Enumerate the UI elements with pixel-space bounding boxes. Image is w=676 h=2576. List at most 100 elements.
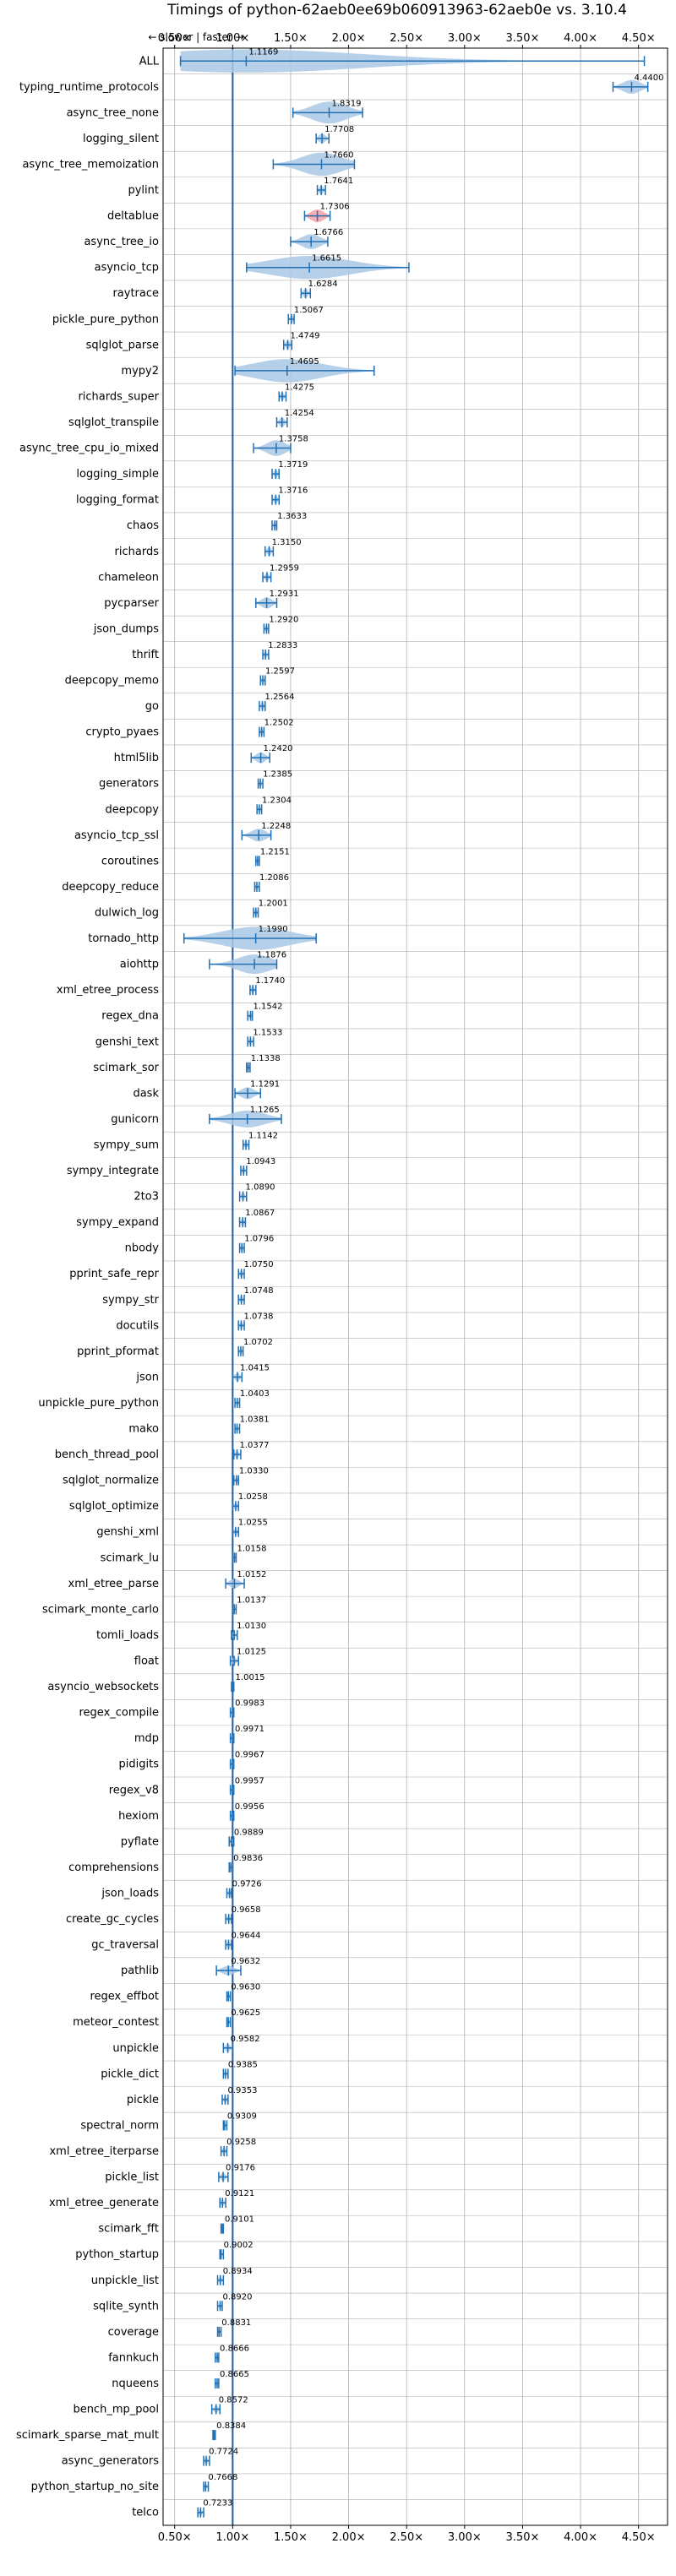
benchmark-violin: 1.3716 <box>271 486 308 505</box>
value-label: 0.9385 <box>228 2060 258 2069</box>
value-label: 1.7306 <box>320 203 350 212</box>
benchmark-violin: 0.9630 <box>226 1983 260 2002</box>
benchmark-violin: 0.8384 <box>212 2421 246 2441</box>
benchmark-violin: 0.9957 <box>229 1776 264 1796</box>
value-label: 1.1740 <box>255 976 285 986</box>
category-label: nbody <box>125 1242 160 1255</box>
x-tick-label-bottom: 2.00× <box>332 2531 366 2544</box>
value-label: 1.0130 <box>237 1622 266 1631</box>
value-label: 0.8572 <box>219 2396 248 2405</box>
benchmark-violin: 0.9836 <box>228 1854 263 1872</box>
value-label: 1.4254 <box>285 409 314 418</box>
benchmark-violin: 1.2304 <box>256 796 292 815</box>
value-label: 1.1291 <box>250 1079 280 1089</box>
benchmark-violin: 1.4749 <box>282 331 320 351</box>
benchmark-violin: 0.9967 <box>229 1751 264 1769</box>
benchmark-violin: 1.2931 <box>255 590 299 609</box>
benchmark-violin: 1.4254 <box>275 409 314 428</box>
benchmark-violin: 1.2502 <box>259 719 294 737</box>
benchmark-violin: 1.0125 <box>229 1648 266 1666</box>
value-label: 0.7233 <box>203 2499 232 2508</box>
category-label: genshi_xml <box>96 1526 159 1539</box>
value-label: 1.0015 <box>236 1673 265 1682</box>
category-label: scimark_monte_carlo <box>42 1603 159 1616</box>
category-label: sympy_integrate <box>67 1165 159 1177</box>
x-tick-label-top: 1.50× <box>274 32 308 45</box>
benchmark-violin: 1.1990 <box>183 925 317 950</box>
category-label: thrift <box>132 649 159 661</box>
category-label: json <box>135 1371 159 1383</box>
category-label: meteor_contest <box>73 2016 159 2029</box>
benchmark-violin: 0.8665 <box>215 2370 249 2389</box>
category-label: generators <box>99 778 159 791</box>
value-label: 1.2502 <box>264 719 294 728</box>
benchmark-violin: 0.9889 <box>228 1828 264 1847</box>
benchmark-violin: 0.9002 <box>219 2241 254 2260</box>
category-label: sqlite_synth <box>93 2300 159 2312</box>
benchmark-violin: 1.0943 <box>240 1157 275 1177</box>
category-label: async_tree_io <box>84 236 159 248</box>
benchmark-violin: 1.0867 <box>238 1209 275 1228</box>
benchmark-violin: 1.1338 <box>246 1054 281 1073</box>
value-label: 1.1265 <box>250 1106 280 1115</box>
value-label: 1.6615 <box>312 254 341 264</box>
value-label: 0.9101 <box>225 2215 254 2225</box>
category-label: gc_traversal <box>91 1939 159 1952</box>
value-label: 1.2920 <box>269 615 298 624</box>
benchmark-violin: 1.2920 <box>263 615 298 634</box>
benchmark-violin: 1.1142 <box>242 1131 278 1150</box>
benchmark-violin: 0.8934 <box>216 2267 253 2285</box>
category-label: spectral_norm <box>80 2119 159 2132</box>
benchmark-violin: 1.3719 <box>271 460 308 480</box>
grid-lines <box>163 48 668 2526</box>
category-label: sympy_sum <box>94 1139 159 1151</box>
value-label: 1.0890 <box>246 1183 275 1193</box>
x-tick-label-top: 3.50× <box>506 32 540 45</box>
benchmark-violin: 1.2001 <box>253 899 288 918</box>
value-label: 1.0796 <box>244 1235 274 1244</box>
value-label: 0.8831 <box>221 2318 251 2328</box>
benchmark-violin: 1.1265 <box>209 1106 282 1128</box>
category-label: xml_etree_iterparse <box>49 2145 159 2158</box>
category-label: async_tree_memoization <box>22 158 159 171</box>
category-label: pyflate <box>121 1835 159 1848</box>
benchmark-violin: 0.9658 <box>225 1905 261 1925</box>
category-label: richards <box>115 546 160 558</box>
value-label: 1.2931 <box>270 590 299 599</box>
benchmark-violin: 0.8666 <box>215 2344 249 2363</box>
value-label: 1.3150 <box>272 538 302 547</box>
benchmark-violin: 1.1542 <box>247 1003 283 1021</box>
value-label: 0.7668 <box>208 2473 237 2482</box>
category-label: regex_effbot <box>90 1991 159 2003</box>
value-label: 1.1876 <box>257 951 286 960</box>
category-label: logging_format <box>76 494 159 507</box>
value-label: 1.6766 <box>313 228 343 237</box>
violin-series: 1.1169 4.4400 1.8319 1.7708 1.7660 1.7641 1.73… <box>179 47 663 2518</box>
benchmark-violin: 1.0748 <box>237 1286 274 1305</box>
benchmark-violin: 0.9101 <box>220 2215 254 2234</box>
value-label: 0.9971 <box>235 1725 264 1734</box>
category-label: pickle_pure_python <box>52 313 159 326</box>
value-label: 1.2385 <box>263 770 292 780</box>
x-tick-label-top: 2.00× <box>332 32 366 45</box>
benchmark-violin: 1.7641 <box>316 177 353 196</box>
value-label: 1.2564 <box>265 693 295 702</box>
category-label: fannkuch <box>108 2351 159 2364</box>
x-tick-label-top: 4.50× <box>622 32 656 45</box>
category-label: gunicorn <box>111 1113 159 1126</box>
category-label: chaos <box>127 519 159 532</box>
category-label: deepcopy <box>105 803 159 816</box>
category-label: pidigits <box>119 1758 160 1771</box>
category-label: sympy_expand <box>76 1216 159 1229</box>
x-tick-label-bottom: 1.00× <box>215 2531 249 2544</box>
value-label: 0.9956 <box>235 1802 264 1812</box>
benchmark-violin: 1.7660 <box>272 150 356 177</box>
benchmark-violin: 1.2248 <box>241 822 291 842</box>
category-label: richards_super <box>78 390 159 403</box>
value-label: 0.8665 <box>220 2370 249 2379</box>
value-label: 1.1169 <box>248 47 278 57</box>
category-label: ALL <box>139 55 160 68</box>
category-label: python_startup <box>75 2248 159 2261</box>
category-label: raytrace <box>112 287 159 300</box>
value-label: 1.0748 <box>244 1286 274 1296</box>
